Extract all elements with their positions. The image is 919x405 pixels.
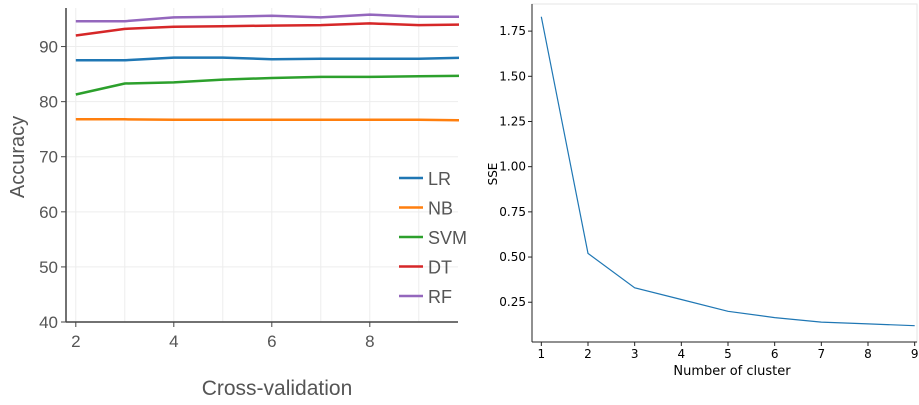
- x-tick-label: 5: [724, 347, 732, 361]
- y-tick-label: 70: [39, 148, 58, 167]
- x-tick-label: 6: [771, 347, 779, 361]
- y-tick-label: 90: [39, 38, 58, 57]
- plot-clip-mask: [459, 0, 479, 330]
- x-tick-label: 4: [169, 332, 178, 351]
- y-tick-label: 0.75: [499, 205, 526, 219]
- x-tick-label: 7: [818, 347, 826, 361]
- series-line-rf: [75, 13, 468, 23]
- y-tick-label: 50: [39, 258, 58, 277]
- series-line-lr: [75, 56, 468, 62]
- x-tick-label: 2: [71, 332, 80, 351]
- y-tick-label: 0.25: [499, 295, 526, 309]
- y-tick-label: 1.25: [499, 114, 526, 128]
- y-tick-label: 1.75: [499, 24, 526, 38]
- accuracy-chart: 40 50 60 70 80 90 2 4 6 8 Cross-validation Accuracy…: [7, 0, 479, 400]
- y-axis-title: SSE: [486, 163, 500, 186]
- series-line-dt: [75, 22, 468, 37]
- legend-label-lr: LR: [428, 169, 451, 189]
- y-axis-title: Accuracy: [7, 116, 29, 198]
- x-tick-label: 6: [267, 332, 276, 351]
- sse-chart: 0.25 0.50 0.75 1.00 1.25 1.50 1.75 1 2 3 4 5 6 7 8 9 Num…: [486, 3, 919, 379]
- x-axis-title: Number of cluster: [673, 364, 791, 379]
- x-tick-label: 1: [538, 347, 546, 361]
- y-tick-label: 40: [39, 313, 58, 332]
- x-tick-label: 3: [631, 347, 639, 361]
- x-tick-label: 9: [911, 347, 919, 361]
- y-tick-label: 1.50: [499, 69, 526, 83]
- x-axis-title: Cross-validation: [202, 377, 353, 400]
- legend-label-rf: RF: [428, 287, 452, 307]
- series-line-nb: [75, 118, 468, 122]
- x-tick-label: 2: [584, 347, 592, 361]
- sse-series-line: [540, 16, 915, 327]
- y-tick-label: 80: [39, 93, 58, 112]
- y-tick-label: 1.00: [499, 160, 526, 174]
- series-line-svm: [75, 74, 468, 96]
- plot-frame: [531, 3, 918, 343]
- x-tick-label: 8: [864, 347, 872, 361]
- x-tick-label: 4: [678, 347, 686, 361]
- x-tick-label: 8: [365, 332, 374, 351]
- y-tick-label: 60: [39, 203, 58, 222]
- legend-label-svm: SVM: [428, 228, 467, 248]
- legend-label-dt: DT: [428, 258, 452, 278]
- legend-label-nb: NB: [428, 199, 453, 219]
- y-tick-label: 0.50: [499, 250, 526, 264]
